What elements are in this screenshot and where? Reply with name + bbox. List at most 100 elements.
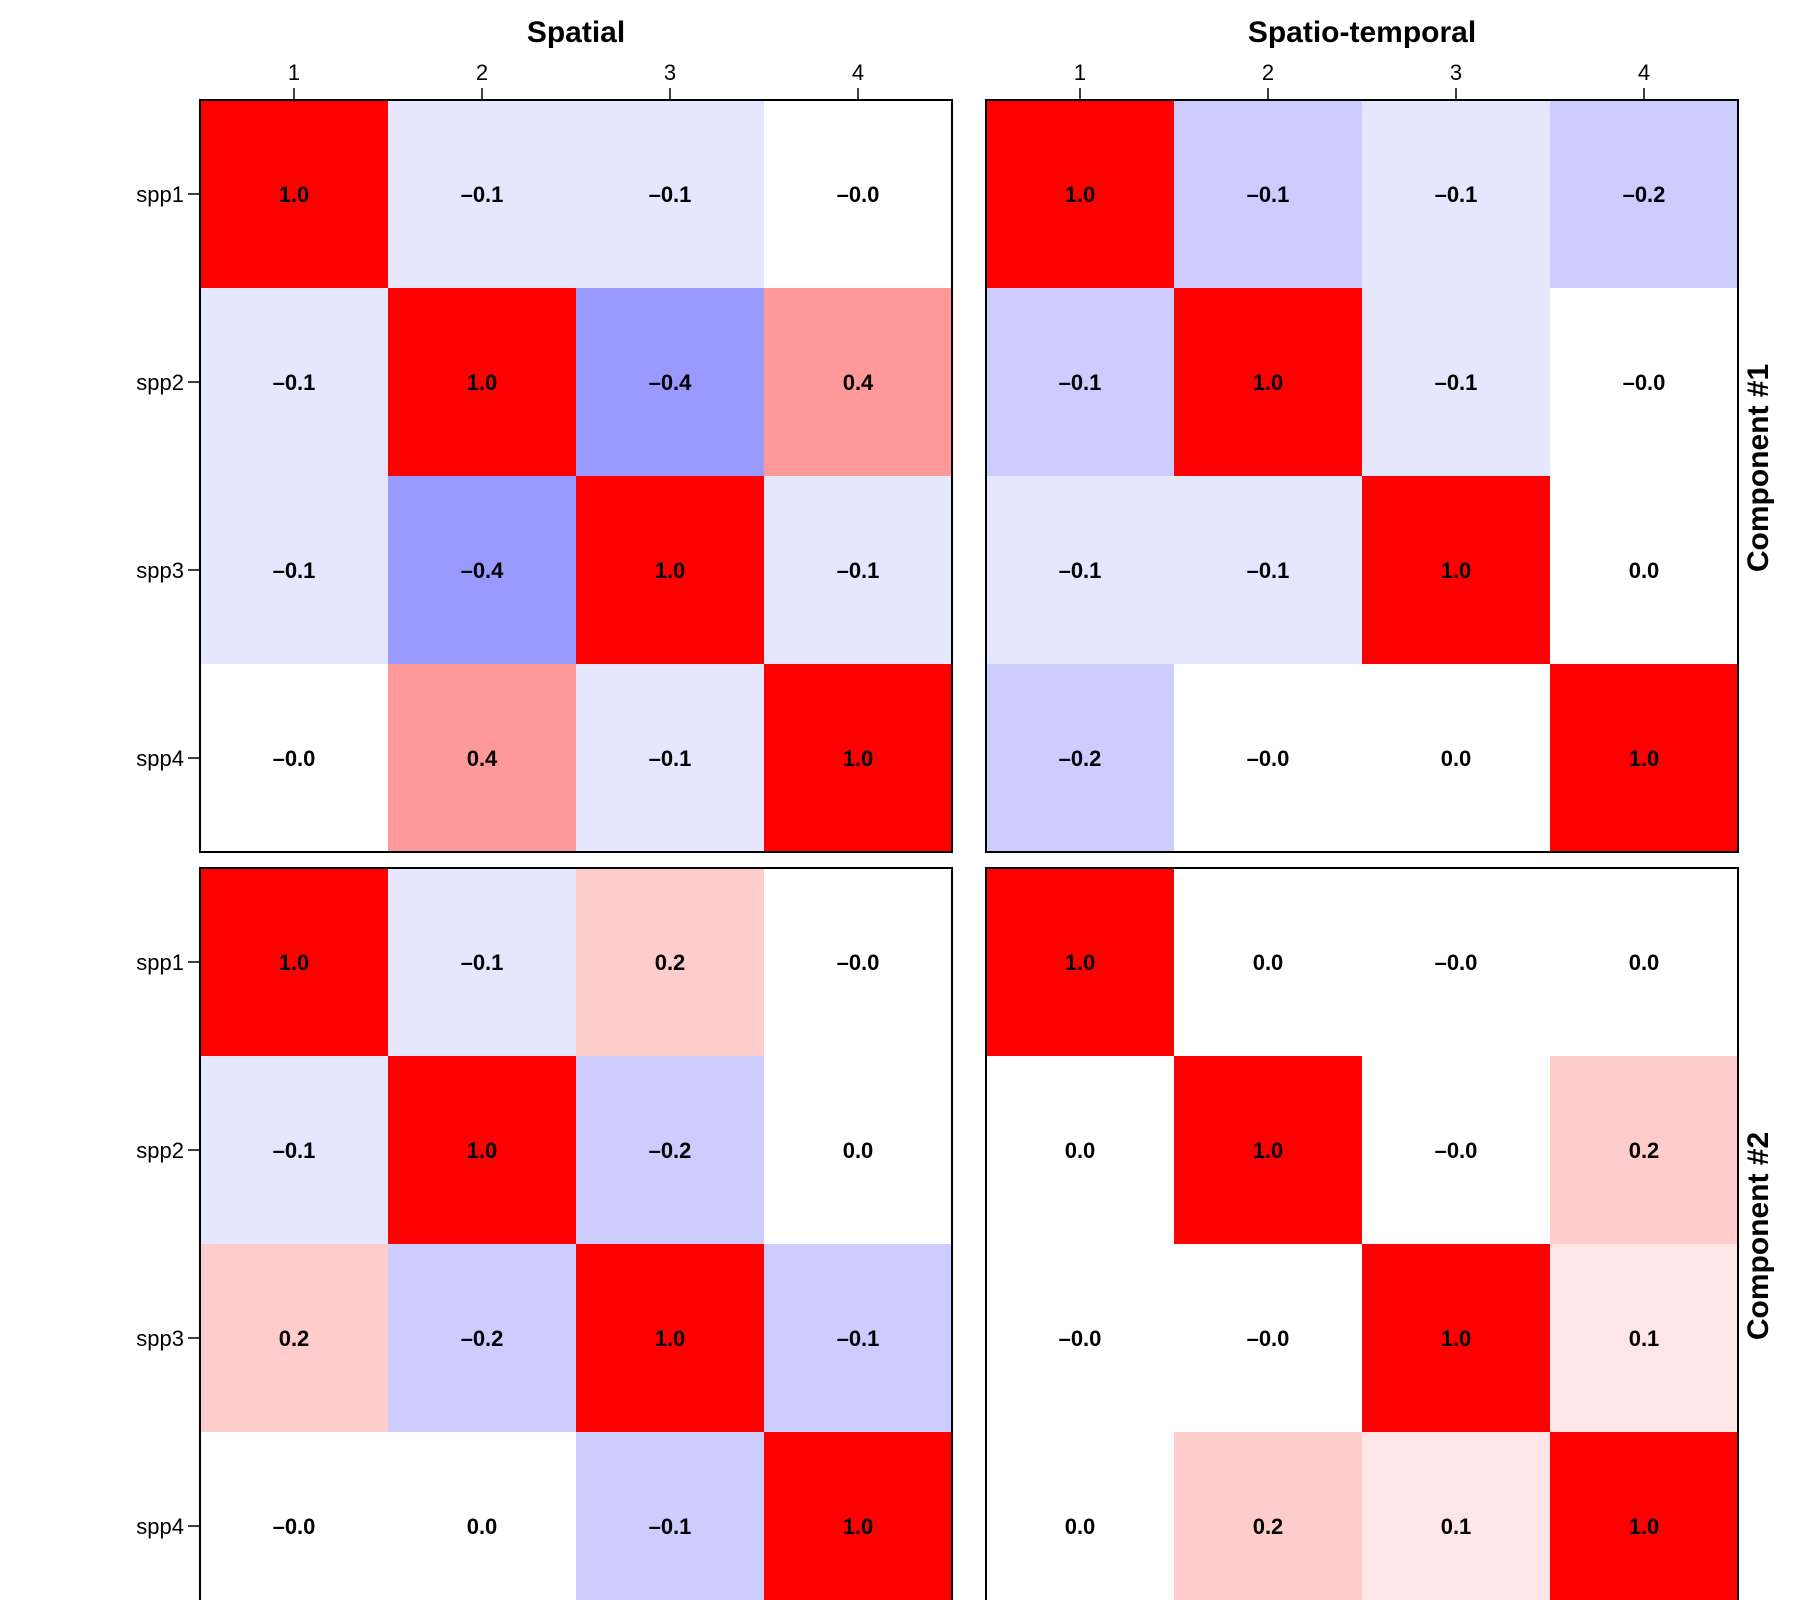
heatmap-cell	[1362, 664, 1550, 852]
cell-value-label: 0.2	[1253, 1514, 1284, 1539]
x-tick-label: 4	[1638, 60, 1650, 85]
cell-value-label: 0.1	[1441, 1514, 1472, 1539]
y-tick-label: spp4	[136, 1514, 184, 1539]
cell-value-label: –0.2	[649, 1138, 692, 1163]
cell-value-label: –0.2	[461, 1326, 504, 1351]
heatmap-cell	[388, 1056, 576, 1244]
cell-value-label: –0.1	[649, 182, 692, 207]
heatmap-cell	[764, 868, 952, 1056]
cell-value-label: –0.2	[1059, 746, 1102, 771]
heatmap-cell	[1550, 476, 1738, 664]
heatmap-cell	[764, 1056, 952, 1244]
heatmap-cell	[1550, 868, 1738, 1056]
cell-value-label: 0.4	[843, 370, 874, 395]
y-tick-label: spp2	[136, 1138, 184, 1163]
cell-value-label: 0.0	[1629, 558, 1660, 583]
heatmap-cell	[576, 1244, 764, 1432]
cell-value-label: 1.0	[843, 746, 874, 771]
cell-value-label: –0.0	[837, 182, 880, 207]
cell-value-label: 1.0	[1629, 1514, 1660, 1539]
heatmap-cell	[986, 1056, 1174, 1244]
heatmap-cell	[1550, 1432, 1738, 1600]
cell-value-label: 0.0	[1441, 746, 1472, 771]
y-tick-label: spp3	[136, 558, 184, 583]
heatmap-cell	[1550, 100, 1738, 288]
x-tick-label: 4	[852, 60, 864, 85]
y-tick-label: spp2	[136, 370, 184, 395]
heatmap-panel-r2-c2: 1.0 0.0 –0.0 0.0 0.0 1.0 –0.0 0.2 –0.0 –0.0 1.0 0.1…	[985, 867, 1739, 1600]
heatmap-cell	[1362, 1244, 1550, 1432]
heatmap-cell	[576, 100, 764, 288]
x-tick-label: 1	[1074, 60, 1086, 85]
cell-value-label: –0.1	[1435, 370, 1478, 395]
heatmap-cell	[1362, 1432, 1550, 1600]
heatmap-cell	[576, 664, 764, 852]
cell-value-label: –0.1	[273, 558, 316, 583]
heatmap-cell	[764, 100, 952, 288]
cell-value-label: 0.2	[279, 1326, 310, 1351]
cell-value-label: 1.0	[467, 370, 498, 395]
cell-value-label: –0.1	[649, 746, 692, 771]
cell-value-label: –0.1	[837, 558, 880, 583]
cell-value-label: 1.0	[1065, 950, 1096, 975]
heatmap-cell	[986, 288, 1174, 476]
col-title-spatio-temporal: Spatio-temporal	[1248, 16, 1476, 49]
column-titles: Spatial Spatio-temporal	[527, 16, 1476, 49]
cell-value-label: –0.1	[1247, 558, 1290, 583]
heatmap-cell	[200, 100, 388, 288]
cell-value-label: 0.0	[1065, 1138, 1096, 1163]
heatmap-cell	[1362, 288, 1550, 476]
cell-value-label: –0.1	[1435, 182, 1478, 207]
heatmap-cell	[986, 868, 1174, 1056]
cell-value-label: –0.0	[273, 746, 316, 771]
heatmap-cell	[576, 1432, 764, 1600]
x-tick-label: 1	[288, 60, 300, 85]
panel-frame	[199, 867, 953, 1600]
cell-value-label: 1.0	[1065, 182, 1096, 207]
cell-value-label: 1.0	[279, 950, 310, 975]
cell-value-label: 1.0	[279, 182, 310, 207]
heatmap-cell	[1550, 288, 1738, 476]
heatmap-cell	[576, 476, 764, 664]
heatmap-cell	[986, 1244, 1174, 1432]
heatmap-cell	[1550, 1056, 1738, 1244]
cell-value-label: –0.0	[837, 950, 880, 975]
heatmap-cell	[764, 476, 952, 664]
heatmap-cell	[388, 664, 576, 852]
heatmap-panels: 1.0 –0.1 –0.1 –0.0 –0.1 1.0 –0.4 0.4 –0.1 –0.4 1.0…	[136, 60, 1739, 1600]
cell-value-label: –0.1	[461, 182, 504, 207]
cell-value-label: –0.0	[1247, 1326, 1290, 1351]
cell-value-label: 0.1	[1629, 1326, 1660, 1351]
heatmap-cell	[200, 1244, 388, 1432]
cell-value-label: –0.0	[1059, 1326, 1102, 1351]
heatmap-cell	[1174, 288, 1362, 476]
cell-value-label: –0.1	[273, 370, 316, 395]
heatmap-cell	[200, 476, 388, 664]
heatmap-cell	[1550, 1244, 1738, 1432]
heatmap-cell	[388, 1432, 576, 1600]
y-tick-label: spp1	[136, 182, 184, 207]
heatmap-cell	[1174, 664, 1362, 852]
heatmap-cell	[388, 100, 576, 288]
heatmap-cell	[1174, 1244, 1362, 1432]
heatmap-cell	[200, 288, 388, 476]
cell-value-label: 1.0	[1441, 1326, 1472, 1351]
cell-value-label: –0.0	[1435, 950, 1478, 975]
cell-value-label: –0.1	[461, 950, 504, 975]
x-tick-label: 3	[1450, 60, 1462, 85]
heatmap-panel-r1-c1: 1.0 –0.1 –0.1 –0.0 –0.1 1.0 –0.4 0.4 –0.1 –0.4 1.0…	[136, 60, 953, 853]
cell-value-label: –0.1	[649, 1514, 692, 1539]
cell-value-label: –0.4	[649, 370, 693, 395]
heatmap-cell	[986, 664, 1174, 852]
x-tick-label: 2	[476, 60, 488, 85]
cell-value-label: 1.0	[1253, 1138, 1284, 1163]
x-tick-label: 2	[1262, 60, 1274, 85]
cell-value-label: 1.0	[655, 1326, 686, 1351]
heatmap-cell	[200, 664, 388, 852]
cell-value-label: 1.0	[1629, 746, 1660, 771]
heatmap-cell	[1362, 868, 1550, 1056]
cell-value-label: 0.0	[1253, 950, 1284, 975]
cell-value-label: 0.0	[1065, 1514, 1096, 1539]
row-title-component-1: Component #1	[1742, 364, 1775, 572]
